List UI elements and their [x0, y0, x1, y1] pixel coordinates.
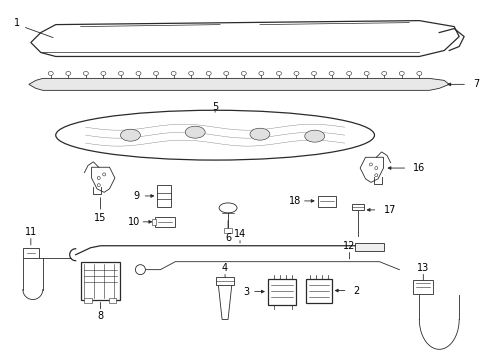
Ellipse shape	[48, 71, 53, 75]
Text: 6: 6	[224, 233, 231, 243]
Text: 15: 15	[94, 213, 106, 223]
Bar	[267, 279, 295, 305]
Ellipse shape	[206, 71, 211, 75]
Ellipse shape	[374, 174, 377, 177]
Ellipse shape	[293, 71, 298, 75]
Ellipse shape	[258, 71, 264, 75]
Ellipse shape	[241, 71, 246, 75]
Circle shape	[135, 265, 145, 275]
Ellipse shape	[416, 71, 421, 75]
Ellipse shape	[368, 163, 372, 166]
Ellipse shape	[83, 71, 88, 75]
Ellipse shape	[374, 167, 377, 170]
Ellipse shape	[120, 129, 140, 141]
Text: 7: 7	[472, 79, 478, 89]
Ellipse shape	[224, 71, 228, 75]
Ellipse shape	[276, 71, 281, 75]
Ellipse shape	[311, 71, 316, 75]
Bar	[152, 219, 156, 225]
Text: 1: 1	[14, 18, 20, 28]
Ellipse shape	[381, 71, 386, 75]
Text: 17: 17	[383, 205, 395, 215]
Bar	[351, 204, 363, 210]
Polygon shape	[31, 21, 458, 57]
Text: 8: 8	[97, 311, 103, 321]
Ellipse shape	[153, 71, 158, 75]
Ellipse shape	[346, 71, 351, 75]
Ellipse shape	[118, 71, 123, 75]
Text: 3: 3	[243, 287, 248, 297]
Bar	[83, 298, 91, 302]
Ellipse shape	[364, 71, 368, 75]
Polygon shape	[29, 78, 448, 90]
Ellipse shape	[97, 184, 100, 187]
Ellipse shape	[399, 71, 404, 75]
Bar	[354, 243, 384, 251]
Ellipse shape	[188, 71, 193, 75]
Bar	[23, 248, 39, 258]
Ellipse shape	[101, 71, 106, 75]
Ellipse shape	[249, 128, 269, 140]
Bar	[157, 185, 171, 207]
Text: 18: 18	[288, 196, 300, 206]
Bar	[224, 228, 232, 233]
Text: 9: 9	[133, 191, 139, 201]
Bar	[305, 279, 331, 302]
Ellipse shape	[102, 173, 105, 176]
Ellipse shape	[97, 176, 100, 180]
Bar	[216, 276, 234, 285]
Ellipse shape	[328, 71, 333, 75]
Bar	[81, 262, 120, 300]
Text: 2: 2	[353, 285, 359, 296]
Bar	[155, 217, 175, 227]
Text: 16: 16	[412, 163, 425, 173]
Text: 11: 11	[25, 227, 37, 237]
Text: 14: 14	[233, 229, 245, 239]
Text: 4: 4	[222, 263, 228, 273]
Text: 5: 5	[212, 102, 218, 112]
Ellipse shape	[171, 71, 176, 75]
Bar	[412, 280, 432, 293]
Ellipse shape	[56, 110, 374, 160]
Ellipse shape	[304, 130, 324, 142]
Text: 12: 12	[343, 241, 355, 251]
Polygon shape	[218, 283, 232, 319]
Ellipse shape	[66, 71, 71, 75]
Text: 13: 13	[416, 263, 428, 273]
Bar	[317, 196, 335, 207]
Ellipse shape	[185, 126, 205, 138]
Bar	[108, 298, 116, 302]
Ellipse shape	[136, 71, 141, 75]
Polygon shape	[360, 157, 383, 183]
Ellipse shape	[219, 203, 237, 213]
Text: 10: 10	[128, 217, 140, 227]
Polygon shape	[91, 167, 115, 192]
